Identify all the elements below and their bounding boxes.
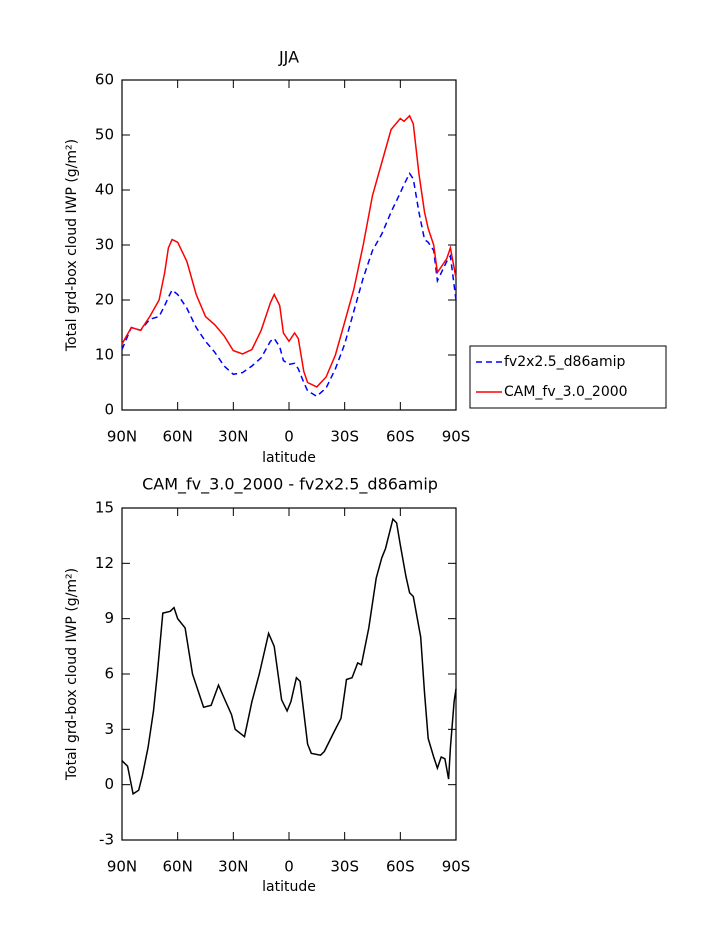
x-tick-label: 90S	[442, 858, 471, 876]
y-axis-label: Total grd-box cloud IWP (g/m²)	[64, 568, 80, 781]
y-tick-label: 12	[95, 554, 114, 572]
x-tick-label: 90N	[107, 858, 137, 876]
x-tick-label: 60N	[163, 858, 193, 876]
plot-frame	[121, 79, 457, 411]
x-axis-label: latitude	[262, 450, 316, 466]
chart-title: CAM_fv_3.0_2000 - fv2x2.5_d86amip	[142, 475, 438, 495]
x-tick-label: 30N	[218, 428, 248, 446]
chart-title: JJA	[278, 48, 299, 67]
y-axis-label: Total grd-box cloud IWP (g/m²)	[64, 139, 80, 352]
y-tick-label: 15	[95, 499, 114, 517]
y-tick-label: 9	[104, 609, 114, 627]
plot-frame	[121, 507, 457, 841]
legend-label: fv2x2.5_d86amip	[504, 354, 625, 370]
x-tick-label: 30S	[330, 858, 359, 876]
y-tick-label: 20	[95, 291, 114, 309]
x-tick-label: 30N	[218, 858, 248, 876]
y-tick-label: 30	[95, 236, 114, 254]
x-tick-label: 90S	[442, 428, 471, 446]
y-tick-label: 60	[95, 71, 114, 89]
x-tick-label: 60S	[386, 858, 415, 876]
x-tick-label: 0	[284, 858, 294, 876]
x-tick-label: 30S	[330, 428, 359, 446]
y-tick-label: 10	[95, 346, 114, 364]
y-tick-label: 0	[104, 401, 114, 419]
y-tick-label: 3	[104, 720, 114, 738]
x-tick-label: 60N	[163, 428, 193, 446]
legend-label: CAM_fv_3.0_2000	[504, 384, 628, 400]
y-tick-label: -3	[99, 831, 114, 849]
legend-box	[469, 345, 667, 409]
y-tick-label: 6	[104, 665, 114, 683]
series-line	[121, 172, 457, 398]
series-line	[121, 114, 457, 388]
x-tick-label: 60S	[386, 428, 415, 446]
x-tick-label: 0	[284, 428, 294, 446]
x-tick-label: 90N	[107, 428, 137, 446]
series-line	[121, 517, 457, 796]
x-axis-label: latitude	[262, 879, 316, 895]
y-tick-label: 40	[95, 181, 114, 199]
y-tick-label: 50	[95, 126, 114, 144]
y-tick-label: 0	[104, 775, 114, 793]
